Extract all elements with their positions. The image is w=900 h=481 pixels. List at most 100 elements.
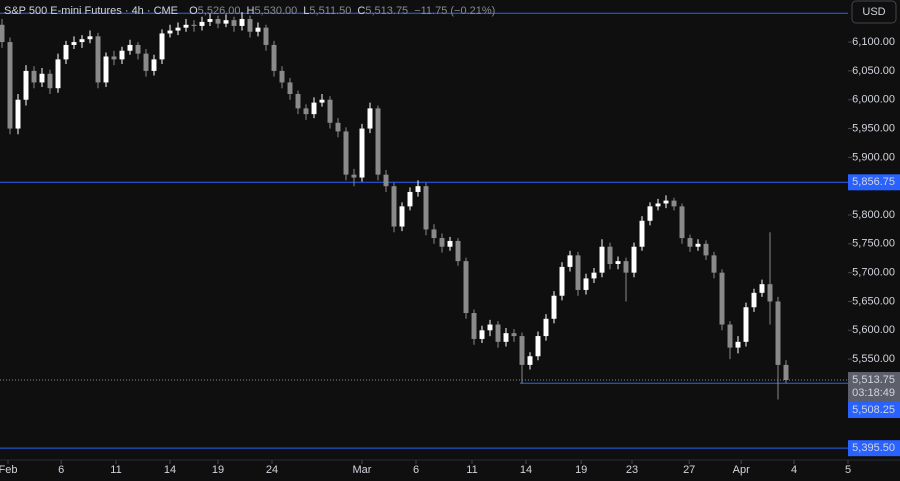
candle-body [639, 220, 645, 247]
candle-body [623, 261, 629, 273]
candle-body [583, 278, 589, 290]
y-tick-label: 5,950.00 [852, 122, 895, 134]
x-tick-label: 4 [791, 464, 797, 476]
candle-body [663, 200, 669, 204]
current-price: 5,513.75 [852, 374, 895, 386]
candle-body [407, 191, 413, 207]
y-tick-label: 6,000.00 [852, 94, 895, 106]
candle-body [215, 19, 221, 24]
candle-body [655, 203, 661, 207]
candle-body [199, 21, 205, 26]
currency[interactable]: USD [862, 6, 885, 18]
candle-body [0, 24, 5, 43]
ohlc-value: 5,513.75 [365, 5, 408, 17]
candle-body [735, 341, 741, 348]
candle-body [719, 272, 725, 325]
candle-body [159, 33, 165, 60]
candle-body [223, 20, 229, 24]
candle-body [775, 301, 781, 365]
x-tick-label: 6 [413, 464, 419, 476]
candle-body [367, 108, 373, 129]
candle-body [119, 50, 125, 60]
candle-body [383, 174, 389, 187]
ohlc-key: C [357, 5, 365, 17]
candle-body [703, 243, 709, 256]
candle-body [519, 336, 525, 365]
candle-body [415, 186, 421, 192]
candle-body [375, 108, 381, 175]
candle-body [135, 44, 141, 54]
plot: 6,100.00 6,050.00 6,000.00 5,950.00 5,900.00… [0, 12, 895, 476]
x-tick-label: 14 [164, 464, 176, 476]
candle-body [359, 128, 365, 178]
y-tick-label: 6,100.00 [852, 36, 895, 48]
candle-body [127, 44, 133, 51]
candle-body [607, 246, 613, 265]
candle-body [95, 36, 101, 83]
candle-body [671, 200, 677, 207]
candle-body [23, 70, 29, 100]
x-tick-label: 23 [626, 464, 638, 476]
candle-body [263, 27, 269, 45]
legend-header: S&P 500 E-mini Futures · 4h · CME O5,526… [4, 5, 495, 17]
candle-body [143, 53, 149, 71]
current-price-box [848, 372, 900, 403]
candle-body [399, 206, 405, 227]
candle-body [543, 318, 549, 337]
x-tick-label: 11 [110, 464, 121, 476]
candle-body [183, 24, 189, 28]
candle-body [687, 238, 693, 247]
candle-body [175, 27, 181, 31]
change: −11.75 (−0.21%) [414, 5, 495, 17]
ohlc-key: O [189, 5, 198, 17]
candle-body [423, 186, 429, 230]
candle-body [343, 131, 349, 175]
candle-body [111, 56, 117, 60]
candle-body [495, 324, 501, 342]
candle-body [311, 102, 317, 115]
candle-body [55, 59, 61, 89]
candle-body [287, 82, 293, 94]
candle-body [511, 333, 517, 337]
candle-body [439, 238, 445, 247]
y-tick-label: 5,600.00 [852, 324, 895, 336]
candle-body [303, 108, 309, 115]
candle-body [551, 295, 557, 319]
candle-body [591, 272, 597, 279]
overlay: S&P 500 E-mini Futures · 4h · CME O5,526… [0, 0, 900, 457]
level-label-box [848, 174, 900, 191]
candle-body [151, 59, 157, 71]
candle-body [271, 44, 277, 71]
candle-body [431, 229, 437, 239]
currency-button[interactable] [851, 0, 897, 24]
candle-body [231, 20, 237, 26]
y-tick-label: 5,900.00 [852, 151, 895, 163]
x-tick-label: Mar [353, 464, 372, 476]
candle-body [103, 56, 109, 83]
ohlc-key: L [303, 5, 309, 17]
candle-body [391, 186, 397, 227]
ohlc-value: 5,526.00 [198, 5, 241, 17]
candle-body [279, 70, 285, 83]
candle-body [567, 255, 573, 267]
level-label: 5,508.25 [852, 404, 895, 416]
y-tick-label: 5,750.00 [852, 238, 895, 250]
ohlc-value: 5,511.50 [309, 5, 351, 17]
candle-body [167, 30, 173, 34]
candle-body [527, 356, 533, 365]
y-tick-label: 5,700.00 [852, 267, 895, 279]
countdown: 03:18:49 [852, 387, 895, 399]
candle-body [31, 70, 37, 83]
candle-body [751, 292, 757, 308]
level-label-box [848, 402, 900, 419]
candle-body [71, 42, 77, 45]
level-label: 5,395.50 [852, 442, 895, 454]
candle-body [463, 261, 469, 314]
candle-body [487, 324, 493, 331]
candle-body [743, 307, 749, 342]
candle-body [87, 36, 93, 40]
candle-body [783, 364, 789, 381]
x-tick-label: 5 [845, 464, 851, 476]
candle-body [239, 19, 245, 26]
